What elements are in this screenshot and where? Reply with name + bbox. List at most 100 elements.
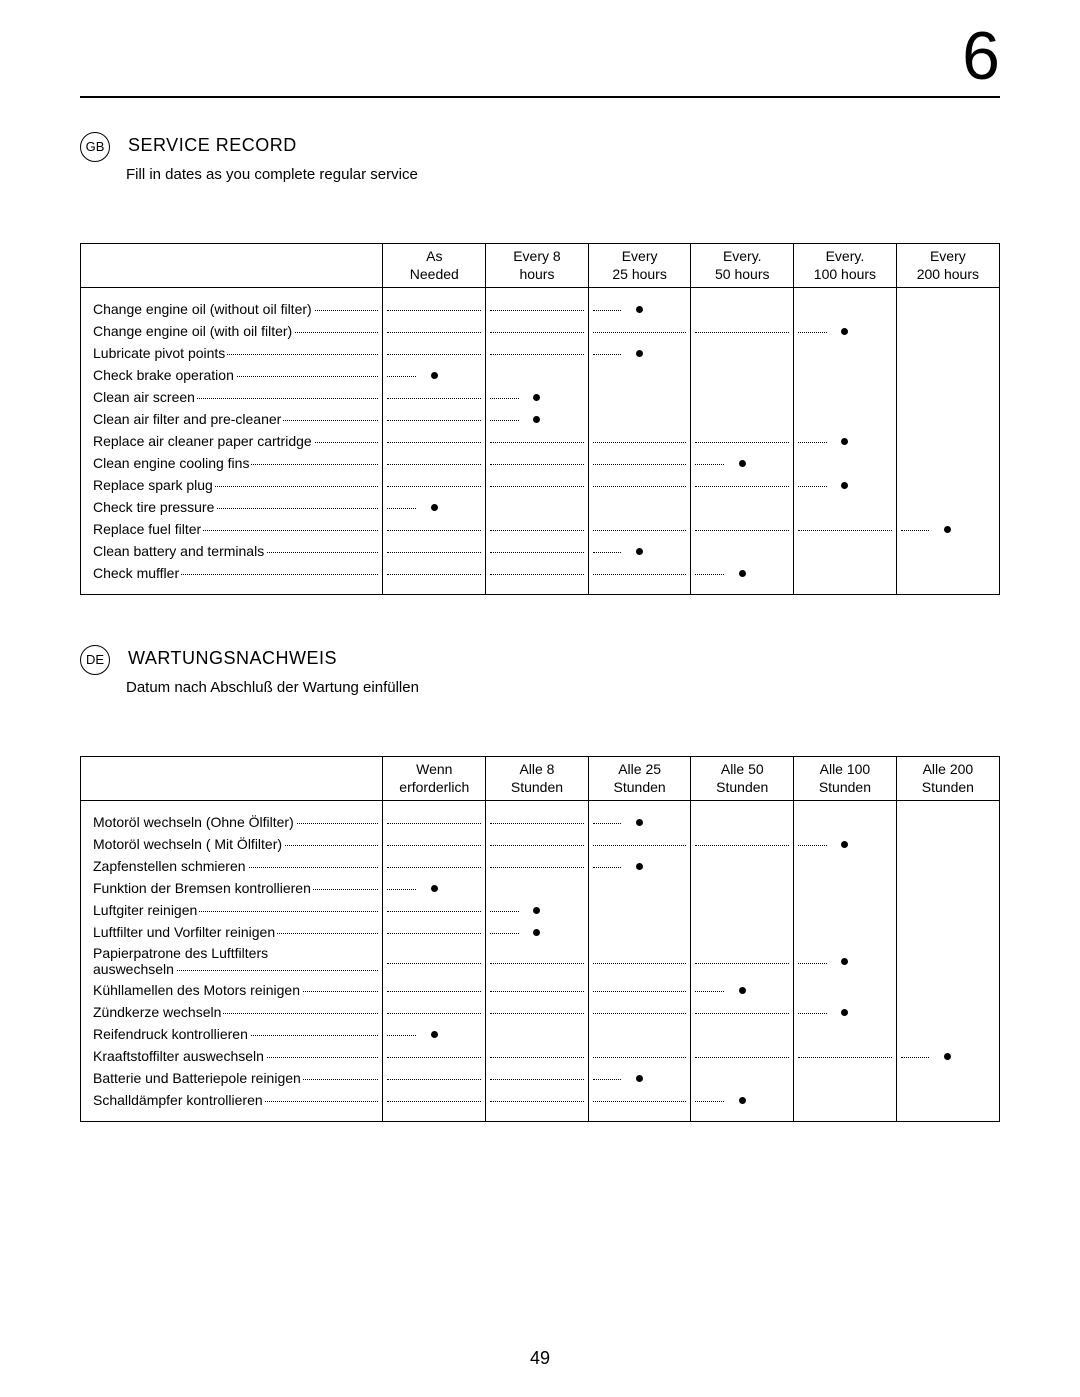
interval-cell <box>691 921 794 943</box>
interval-cell <box>588 943 691 979</box>
lang-badge-gb: GB <box>80 132 110 162</box>
col-header: Alle 25Stunden <box>588 757 691 801</box>
interval-cell <box>896 518 999 540</box>
interval-cell <box>896 1089 999 1111</box>
interval-cell <box>794 364 897 386</box>
interval-cell <box>588 1067 691 1089</box>
table-row: Check muffler <box>81 562 999 584</box>
col-task <box>81 757 383 801</box>
table-row: Replace spark plug <box>81 474 999 496</box>
interval-cell <box>486 1023 589 1045</box>
task-label: Luftfilter und Vorfilter reinigen <box>81 921 383 943</box>
chapter-number: 6 <box>962 22 1000 90</box>
section-gb: GB SERVICE RECORD Fill in dates as you c… <box>80 135 1000 595</box>
interval-cell <box>691 430 794 452</box>
section-subtitle: Datum nach Abschluß der Wartung einfülle… <box>126 679 1000 696</box>
interval-cell <box>588 1001 691 1023</box>
interval-marker <box>431 885 438 892</box>
task-label: Change engine oil (with oil filter) <box>81 320 383 342</box>
col-header: Alle 100Stunden <box>794 757 897 801</box>
interval-cell <box>383 452 486 474</box>
interval-cell <box>383 1045 486 1067</box>
interval-cell <box>383 1001 486 1023</box>
interval-marker <box>944 1053 951 1060</box>
interval-cell <box>383 342 486 364</box>
table-row: Change engine oil (without oil filter) <box>81 298 999 320</box>
interval-cell <box>588 540 691 562</box>
table-row: Check brake operation <box>81 364 999 386</box>
interval-cell <box>794 921 897 943</box>
interval-marker <box>431 372 438 379</box>
interval-cell <box>794 518 897 540</box>
section-header: GB SERVICE RECORD <box>80 135 1000 162</box>
task-label: Clean air filter and pre-cleaner <box>81 408 383 430</box>
interval-cell <box>691 979 794 1001</box>
table-row: Check tire pressure <box>81 496 999 518</box>
interval-cell <box>691 1067 794 1089</box>
interval-cell <box>588 899 691 921</box>
table-row: Clean air filter and pre-cleaner <box>81 408 999 430</box>
interval-cell <box>896 342 999 364</box>
interval-cell <box>486 496 589 518</box>
task-label: Papierpatrone des Luftfiltersauswechseln <box>81 943 383 979</box>
interval-cell <box>486 386 589 408</box>
interval-cell <box>588 518 691 540</box>
col-header: Every.50 hours <box>691 244 794 288</box>
task-label: Check tire pressure <box>81 496 383 518</box>
interval-cell <box>896 1001 999 1023</box>
interval-cell <box>383 1089 486 1111</box>
interval-cell <box>486 430 589 452</box>
section-de: DE WARTUNGSNACHWEIS Datum nach Abschluß … <box>80 648 1000 1122</box>
interval-cell <box>588 474 691 496</box>
interval-cell <box>794 833 897 855</box>
page-number: 49 <box>0 1348 1080 1369</box>
interval-cell <box>486 452 589 474</box>
table-row: Luftfilter und Vorfilter reinigen <box>81 921 999 943</box>
interval-cell <box>383 474 486 496</box>
interval-cell <box>588 452 691 474</box>
interval-cell <box>486 1067 589 1089</box>
interval-cell <box>794 342 897 364</box>
col-task <box>81 244 383 288</box>
task-label: Schalldämpfer kontrollieren <box>81 1089 383 1111</box>
interval-marker <box>841 841 848 848</box>
interval-cell <box>588 408 691 430</box>
interval-marker <box>739 460 746 467</box>
table-row: Reifendruck kontrollieren <box>81 1023 999 1045</box>
interval-marker <box>636 863 643 870</box>
interval-cell <box>794 298 897 320</box>
table-row: Change engine oil (with oil filter) <box>81 320 999 342</box>
task-label: Clean air screen <box>81 386 383 408</box>
interval-cell <box>691 1089 794 1111</box>
table: AsNeededEvery 8hoursEvery25 hoursEvery.5… <box>81 244 999 594</box>
interval-cell <box>486 899 589 921</box>
interval-cell <box>691 386 794 408</box>
interval-cell <box>896 899 999 921</box>
interval-cell <box>588 342 691 364</box>
interval-cell <box>588 979 691 1001</box>
interval-marker <box>533 416 540 423</box>
interval-cell <box>486 1045 589 1067</box>
interval-cell <box>588 1023 691 1045</box>
interval-cell <box>588 496 691 518</box>
interval-cell <box>794 452 897 474</box>
table-row: Kühllamellen des Motors reinigen <box>81 979 999 1001</box>
interval-cell <box>794 540 897 562</box>
table-row: Batterie und Batteriepole reinigen <box>81 1067 999 1089</box>
interval-cell <box>588 833 691 855</box>
interval-cell <box>383 298 486 320</box>
task-label: Replace air cleaner paper cartridge <box>81 430 383 452</box>
interval-marker <box>841 1009 848 1016</box>
interval-marker <box>841 328 848 335</box>
interval-marker <box>841 438 848 445</box>
table-row: Clean engine cooling fins <box>81 452 999 474</box>
service-table-de: WennerforderlichAlle 8StundenAlle 25Stun… <box>80 756 1000 1122</box>
interval-cell <box>794 943 897 979</box>
interval-marker <box>841 958 848 965</box>
interval-cell <box>896 921 999 943</box>
table-row: Funktion der Bremsen kontrollieren <box>81 877 999 899</box>
col-header: Every.100 hours <box>794 244 897 288</box>
col-header: Alle 50Stunden <box>691 757 794 801</box>
interval-cell <box>794 474 897 496</box>
interval-cell <box>794 811 897 833</box>
